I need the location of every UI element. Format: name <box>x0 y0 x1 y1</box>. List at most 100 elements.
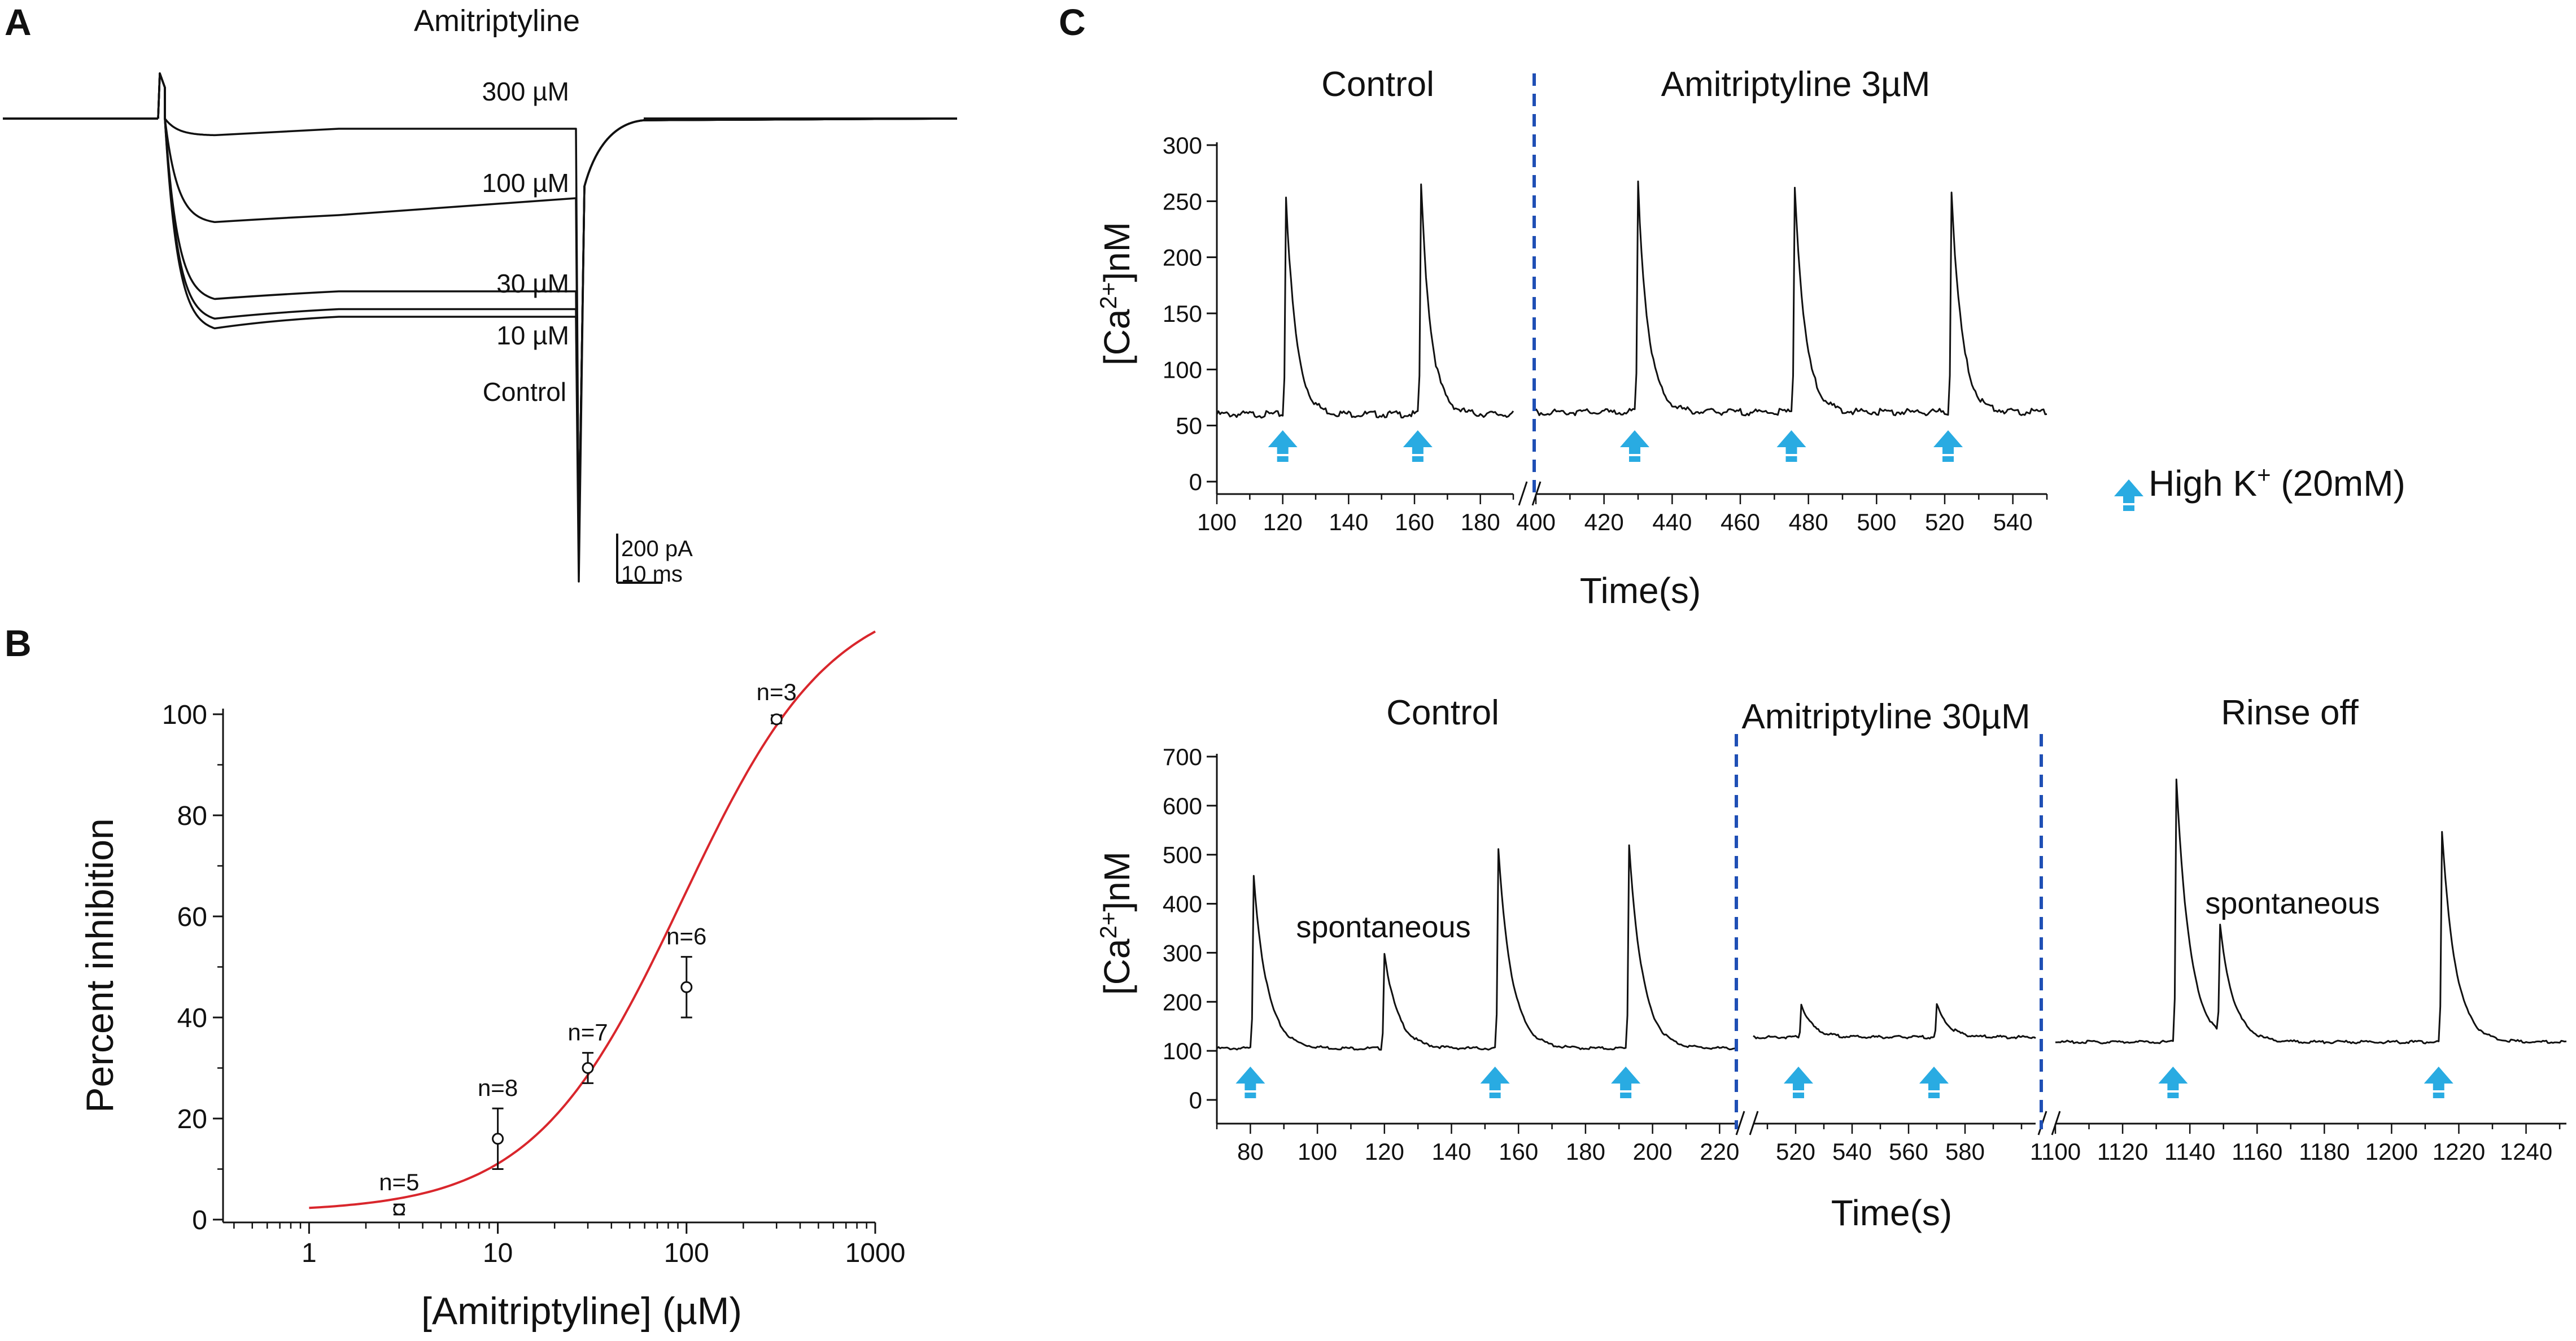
c-top-ytick-label: 150 <box>1163 300 1202 327</box>
c-top-axes: 0 50 100 150 200 250 300 100 120 140 160 180 400 420 4… <box>1163 132 2048 535</box>
panel-b-xtick-label: 1000 <box>845 1238 906 1268</box>
panel-b-dose-response: 0 20 40 60 80 100 1 10 100 1000 n=5 n=8 n=7 n=6 n=3 [… <box>78 630 906 1333</box>
c-bottom-xtick-label: 180 <box>1566 1138 1605 1165</box>
c-bottom-stimulus-arrow-icon-head <box>2158 1067 2188 1090</box>
panel-label-c: C <box>1059 1 1086 43</box>
c-top-trace <box>1216 180 2047 419</box>
c-bottom-trace <box>1216 778 2567 1051</box>
c-bottom-stimulus-arrow-icon-head <box>1480 1067 1510 1090</box>
c-top-stimulus-arrow-icon <box>1403 430 1433 462</box>
panel-b-ytick-label: 40 <box>177 1003 207 1033</box>
c-top-axis-break <box>1518 481 1528 506</box>
c-bottom-xtick-label: 80 <box>1237 1138 1264 1165</box>
c-bottom-xtick-label: 1240 <box>2500 1138 2552 1165</box>
c-bottom-ytick-label: 0 <box>1189 1087 1202 1113</box>
c-bottom-annotation-spontaneous-1: spontaneous <box>1296 910 1470 944</box>
c-bottom-trace-segment <box>2055 778 2567 1045</box>
panel-b-point <box>582 1062 594 1074</box>
c-top-ylabel-sup: 2+ <box>1095 282 1121 309</box>
c-bottom-ytick-label: 500 <box>1163 842 1202 868</box>
panel-b-point-label: n=3 <box>757 679 797 705</box>
panel-c-top-calcium-3um: 0 50 100 150 200 250 300 100 120 140 160 180 400 420 4… <box>1095 65 2048 611</box>
c-top-condition-control: Control <box>1321 65 1434 104</box>
c-bottom-stimulus-arrow-icon-tail <box>1928 1093 1940 1098</box>
c-top-xtick-label: 480 <box>1789 509 1828 535</box>
c-bottom-xtick-label: 220 <box>1700 1138 1739 1165</box>
c-bottom-stimulus-arrow-icon <box>2424 1067 2453 1098</box>
c-bottom-stimulus-arrow-icon <box>1235 1067 1265 1098</box>
c-top-stimulus-arrow-icon <box>1268 430 1298 462</box>
c-top-ytick-label: 200 <box>1163 244 1202 271</box>
panel-b-ytick-label: 60 <box>177 902 207 932</box>
c-bottom-xtick-label: 540 <box>1832 1138 1872 1165</box>
c-bottom-ytick-label: 100 <box>1163 1038 1202 1064</box>
panel-b-point <box>770 713 783 726</box>
legend-stimulus-arrow-icon-head <box>2114 479 2143 503</box>
c-bottom-condition-rinse: Rinse off <box>2221 693 2359 732</box>
panel-a-trace-3 <box>157 72 958 549</box>
c-bottom-xtick-label: 1160 <box>2232 1138 2282 1165</box>
panel-b-ylabel: Percent inhibition <box>78 818 121 1113</box>
panel-b-points: n=5 n=8 n=7 n=6 n=3 <box>379 679 797 1216</box>
c-top-ytick-label: 50 <box>1176 413 1202 439</box>
c-top-ytick-label: 300 <box>1163 132 1202 159</box>
panel-b-ytick-label: 0 <box>192 1205 207 1235</box>
c-bottom-trace-segment <box>1753 1003 2036 1039</box>
panel-b-point <box>492 1133 504 1145</box>
c-bottom-condition-drug: Amitriptyline 30µM <box>1741 697 2030 736</box>
c-bottom-stimulus-arrow-icon-head <box>1235 1067 1265 1090</box>
c-top-trace-segment <box>1216 184 1514 419</box>
c-bottom-ylabel-sup: 2+ <box>1095 912 1121 939</box>
panel-b-xtick-label: 1 <box>302 1238 317 1268</box>
legend: High K+ (20mM) <box>2114 461 2405 511</box>
c-bottom-stimulus-arrow-icon <box>2158 1067 2188 1098</box>
c-top-xtick-label: 100 <box>1197 509 1237 535</box>
c-bottom-ylabel-suffix: ]nM <box>1097 851 1137 912</box>
c-bottom-xtick-label: 1220 <box>2433 1138 2485 1165</box>
c-top-trace-segment <box>1535 180 2047 417</box>
c-bottom-stimulus-arrow-icon-head <box>1611 1067 1641 1090</box>
c-bottom-xtick-label: 200 <box>1633 1138 1673 1165</box>
legend-label: High K+ (20mM) <box>2149 461 2405 504</box>
panel-b-ytick-label: 80 <box>177 801 207 831</box>
legend-stimulus-arrow-icon <box>2114 479 2143 511</box>
c-bottom-xtick-label: 120 <box>1365 1138 1404 1165</box>
c-bottom-ytick-label: 400 <box>1163 891 1202 918</box>
c-top-xtick-label: 160 <box>1395 509 1434 535</box>
scale-bar-time-label: 10 ms <box>621 562 683 587</box>
panel-a-trace-group <box>3 72 958 583</box>
c-top-ylabel-suffix: ]nM <box>1097 222 1137 282</box>
c-bottom-ytick-label: 600 <box>1163 793 1202 819</box>
c-bottom-xtick-label: 580 <box>1945 1138 1985 1165</box>
c-top-axis-break <box>1531 481 1542 506</box>
panel-a-current-traces: Amitriptyline 300 µM 100 µM 30 µM 10 µM … <box>3 4 958 587</box>
c-top-ylabel-prefix: [Ca <box>1097 309 1137 365</box>
c-top-stimulus-arrow-icon-head <box>1268 430 1298 454</box>
panel-b-point-label: n=5 <box>379 1169 419 1195</box>
c-bottom-xtick-label: 1120 <box>2097 1138 2148 1165</box>
c-bottom-stimulus-arrow-icon-head <box>1784 1067 1813 1090</box>
c-top-stimulus-arrow-icon-head <box>1776 430 1806 454</box>
c-top-xlabel: Time(s) <box>1580 570 1701 611</box>
c-bottom-stimulus-arrow-icon-head <box>1919 1067 1949 1090</box>
c-bottom-trace-segment <box>1216 844 1737 1051</box>
c-top-xtick-label: 420 <box>1584 509 1624 535</box>
c-bottom-ylabel: [Ca2+]nM <box>1095 851 1138 995</box>
panel-b-point <box>680 981 693 993</box>
legend-label-sup: + <box>2257 461 2271 488</box>
c-top-stimulus-arrow-icon-head <box>1933 430 1963 454</box>
c-top-xtick-label: 400 <box>1516 509 1556 535</box>
panel-b-xtick-label: 100 <box>664 1238 709 1268</box>
panel-b-xtick-label: 10 <box>483 1238 513 1268</box>
c-bottom-xtick-label: 520 <box>1776 1138 1815 1165</box>
c-bottom-ytick-label: 300 <box>1163 940 1202 966</box>
c-top-stimulus-arrow-icon-tail <box>1785 456 1797 462</box>
c-top-arrows <box>1268 430 1963 462</box>
trace-label-10um: 10 µM <box>496 321 569 350</box>
panel-b-xlabel: [Amitriptyline] (µM) <box>421 1290 742 1333</box>
c-top-stimulus-arrow-icon <box>1933 430 1963 462</box>
c-bottom-stimulus-arrow-icon <box>1784 1067 1813 1098</box>
legend-stimulus-arrow-icon-tail <box>2123 505 2134 511</box>
c-bottom-xtick-label: 140 <box>1431 1138 1471 1165</box>
